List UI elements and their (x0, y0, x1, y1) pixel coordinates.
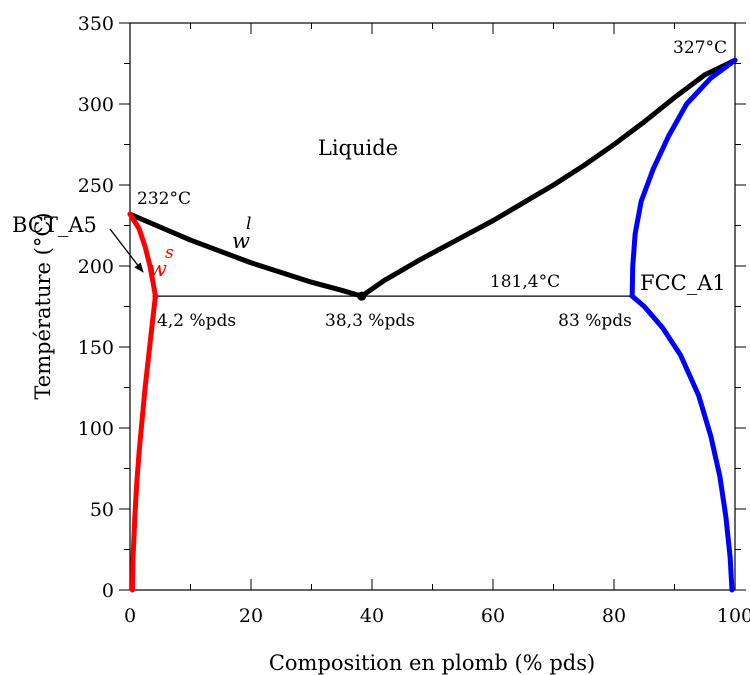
label-sn-melt: 232°C (137, 189, 191, 209)
x-tick-label: 20 (239, 605, 263, 627)
label-comp-eutectic: 38,3 %pds (325, 311, 415, 331)
label-eutectic-temp: 181,4°C (490, 272, 560, 292)
y-axis-title: Température (°C) (31, 212, 55, 399)
solidus-point-sn (152, 293, 159, 300)
label-w-liquid: w (232, 229, 250, 253)
y-tick-label: 350 (78, 13, 114, 35)
series-solidus-pb (629, 57, 738, 299)
y-tick-label: 200 (78, 256, 114, 278)
label-pb-melt: 327°C (673, 38, 727, 58)
x-tick-label: 100 (717, 605, 750, 627)
series-liquidus-right (359, 57, 738, 299)
x-tick-label: 60 (481, 605, 505, 627)
y-tick-label: 100 (78, 418, 114, 440)
label-bct-a5: BCT_A5 (12, 213, 97, 237)
y-tick-label: 50 (90, 499, 114, 521)
label-fcc-a1: FCC_A1 (640, 271, 726, 295)
label-w-solid: w (149, 257, 167, 281)
axis-ticks (119, 22, 746, 591)
x-tick-label: 0 (124, 605, 136, 627)
label-comp-solid-sn: 4,2 %pds (157, 311, 236, 331)
x-tick-label: 80 (602, 605, 626, 627)
x-tick-label: 40 (360, 605, 384, 627)
label-comp-solid-pb: 83 %pds (558, 311, 632, 331)
series-solidus-sn (127, 211, 158, 299)
series-liquidus-left (127, 211, 365, 299)
y-tick-label: 250 (78, 175, 114, 197)
y-tick-label: 150 (78, 337, 114, 359)
series-solvus-sn (129, 293, 158, 593)
y-tick-label: 300 (78, 94, 114, 116)
bct-a5-arrow (109, 228, 144, 273)
solidus-point-pb (629, 293, 635, 299)
eutectic-point (357, 291, 367, 301)
series-layer (127, 57, 738, 593)
label-w-solid-sup: s (165, 243, 174, 263)
label-w-liquid-sup: l (246, 214, 251, 234)
axis-tick-labels: 0 20 40 60 80 100 0 50 100 150 200 250 300 350 (78, 13, 750, 627)
x-axis-title: Composition en plomb (% pds) (269, 651, 595, 675)
y-tick-label: 0 (102, 580, 114, 602)
label-liquide: Liquide (318, 136, 398, 160)
series-solvus-pb (629, 293, 735, 593)
